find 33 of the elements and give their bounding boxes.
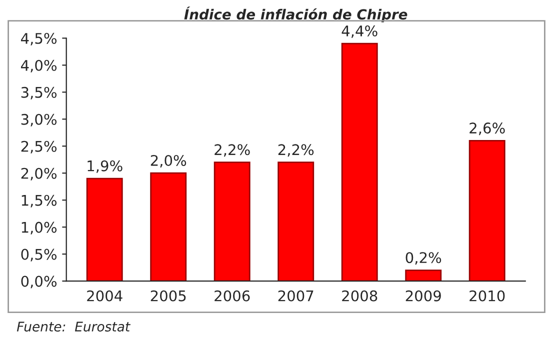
y-tick-label: 1,5% — [22, 194, 57, 208]
data-label: 2,2% — [278, 144, 314, 157]
y-tick-label: 1,0% — [22, 222, 57, 234]
data-label: 2,6% — [470, 122, 505, 136]
bar — [86, 178, 123, 282]
bar — [468, 140, 506, 282]
data-label: 2,2% — [214, 144, 250, 157]
y-tick-label: 3,0% — [21, 114, 57, 126]
y-tick-label: 0,0% — [21, 276, 57, 288]
data-label: 1,9% — [88, 160, 122, 173]
data-label: 0,2% — [406, 252, 442, 265]
y-tick-label: 2,0% — [21, 168, 57, 180]
data-label: 4,4% — [342, 25, 378, 38]
source-note: Fuente: Eurostat — [16, 322, 131, 332]
bar — [278, 162, 314, 282]
y-tick-label: 2,5% — [21, 140, 57, 154]
bar — [214, 162, 250, 282]
bar — [341, 42, 378, 282]
y-tick-label: 4,0% — [20, 60, 57, 72]
x-tick-label: 2004 — [87, 290, 122, 302]
x-tick-label: 2006 — [214, 290, 250, 302]
x-tick-label: 2010 — [470, 290, 505, 302]
data-label: 2,0% — [150, 154, 186, 168]
y-tick-label: 0,5% — [21, 248, 57, 262]
y-tick-label: 3,5% — [21, 86, 57, 100]
x-tick-label: 2008 — [342, 290, 378, 302]
y-tick-label: 4,5% — [20, 32, 57, 46]
x-tick-label: 2005 — [150, 290, 186, 302]
x-tick-label: 2007 — [278, 290, 314, 302]
x-tick-label: 2009 — [406, 290, 441, 302]
chart-title: Índice de inflación de Chipre — [184, 6, 408, 22]
bar — [405, 270, 442, 282]
bar — [150, 172, 187, 282]
